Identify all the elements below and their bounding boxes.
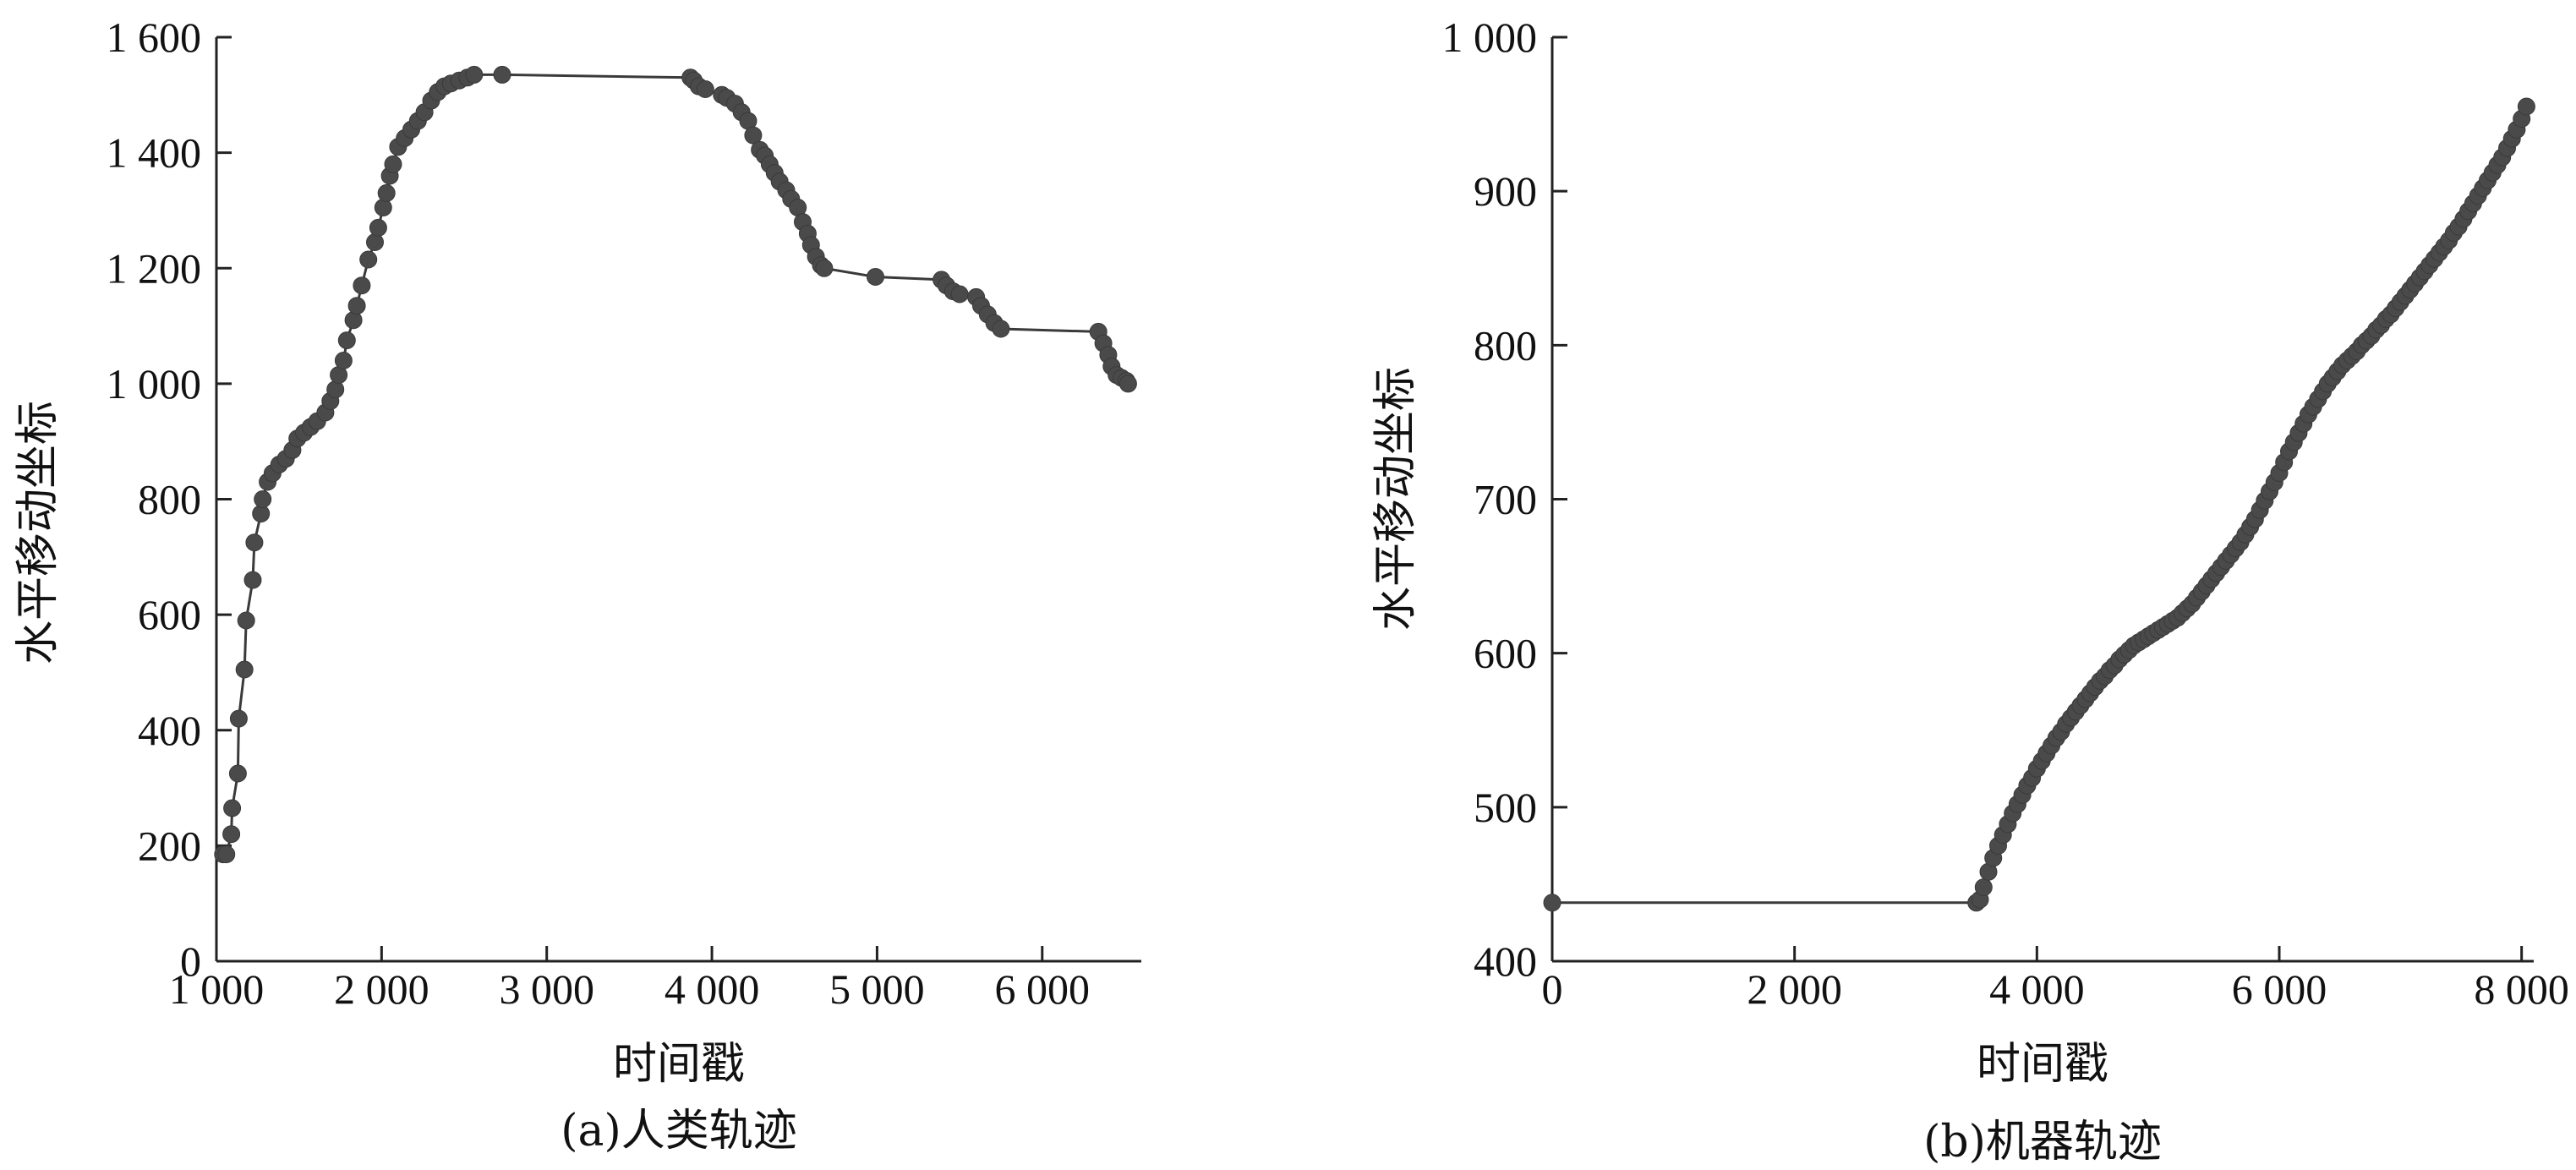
chart-b-data-point [1974,878,1993,897]
chart-a-data-point [992,320,1010,338]
chart-a-data-point [347,297,366,315]
chart-a-data-point [243,571,262,589]
chart-a-data-point [815,259,834,277]
chart-b-y-tick-label: 400 [1474,938,1537,985]
chart-a-data-point [228,764,247,783]
chart-a-data-point [337,331,356,350]
chart-b-x-tick-label: 6 000 [2232,965,2327,1013]
chart-b-ticks: 0 2 000 4 000 6 000 8 000 400 500 600 700 800 900 1… [1442,14,2569,1013]
chart-a-data-point [867,268,884,286]
chart-b-x-tick-label: 8 000 [2474,965,2569,1013]
chart-b-y-tick-label: 700 [1474,476,1537,523]
chart-a-y-tick-label: 400 [138,707,201,754]
chart-a-data-point [229,709,248,728]
chart-a-y-axis-label: 水平移动坐标 [13,401,63,664]
chart-b-data-point [2517,97,2535,116]
chart-a-x-tick-label: 4 000 [665,965,760,1013]
chart-a-y-tick-label: 200 [138,822,201,869]
chart-a-x-tick-label: 1 000 [169,965,265,1013]
chart-a-data-point [237,611,255,630]
chart-a-data-point [222,825,241,844]
chart-a-data-point [384,155,402,173]
chart-a-caption: (a)人类轨迹 [561,1106,797,1156]
chart-a-data-point [217,845,236,864]
chart-a-data-point [696,80,714,98]
chart-a-data-point [235,660,254,679]
chart-a-data-point [369,218,387,237]
chart-a-y-tick-label: 1 200 [107,244,202,292]
chart-a-y-tick-label: 800 [138,476,201,523]
chart-b-points [1543,97,2535,912]
chart-a-data-point [353,276,371,295]
chart-a-points [214,65,1137,864]
chart-a-data-point [254,490,272,508]
chart-b-x-axis-label: 时间戳 [1977,1039,2108,1090]
chart-a-data-point [377,183,396,202]
chart-a-data-point [744,126,763,145]
chart-a-data-point [1118,375,1137,393]
chart-a-data-point [245,533,264,552]
chart-a-y-tick-label: 1 600 [107,14,202,61]
chart-b-y-tick-label: 500 [1474,784,1537,831]
chart-a-y-tick-label: 1 400 [107,129,202,177]
chart-a-data-point [326,380,345,399]
chart-a-data-point [223,799,242,817]
chart-a: 1 000 2 000 3 000 4 000 5 000 6 000 0 200 400 600… [13,14,1141,1156]
chart-a-x-axis-label: 时间戳 [613,1039,745,1090]
chart-b-y-tick-label: 900 [1474,167,1537,215]
chart-a-x-tick-label: 2 000 [334,965,429,1013]
chart-b-x-tick-label: 0 [1542,965,1563,1013]
chart-a-x-tick-label: 5 000 [829,965,925,1013]
chart-a-data-point [366,233,384,251]
chart-b-y-tick-label: 800 [1474,321,1537,369]
chart-a-data-point [950,285,969,303]
chart-b: 0 2 000 4 000 6 000 8 000 400 500 600 700 800 900 1… [1370,14,2569,1167]
chart-b-y-axis-label: 水平移动坐标 [1370,367,1421,631]
chart-a-data-point [359,250,378,269]
chart-a-y-tick-label: 600 [138,591,201,638]
chart-b-caption: (b)机器轨迹 [1923,1117,2162,1167]
chart-a-y-tick-label: 0 [180,938,201,985]
chart-a-ticks: 1 000 2 000 3 000 4 000 5 000 6 000 0 200 400 600… [107,14,1091,1013]
chart-a-data-point [493,65,511,84]
chart-a-x-tick-label: 3 000 [499,965,594,1013]
chart-a-data-point [465,65,484,84]
chart-a-x-tick-label: 6 000 [995,965,1091,1013]
chart-a-data-point [374,199,392,216]
chart-b-data-point [1543,894,1561,912]
chart-a-data-point [334,352,353,369]
chart-b-y-tick-label: 1 000 [1442,14,1538,61]
chart-b-x-tick-label: 2 000 [1747,965,1842,1013]
chart-b-y-tick-label: 600 [1474,630,1537,677]
chart-b-x-tick-label: 4 000 [1989,965,2085,1013]
chart-a-y-tick-label: 1 000 [107,360,202,407]
